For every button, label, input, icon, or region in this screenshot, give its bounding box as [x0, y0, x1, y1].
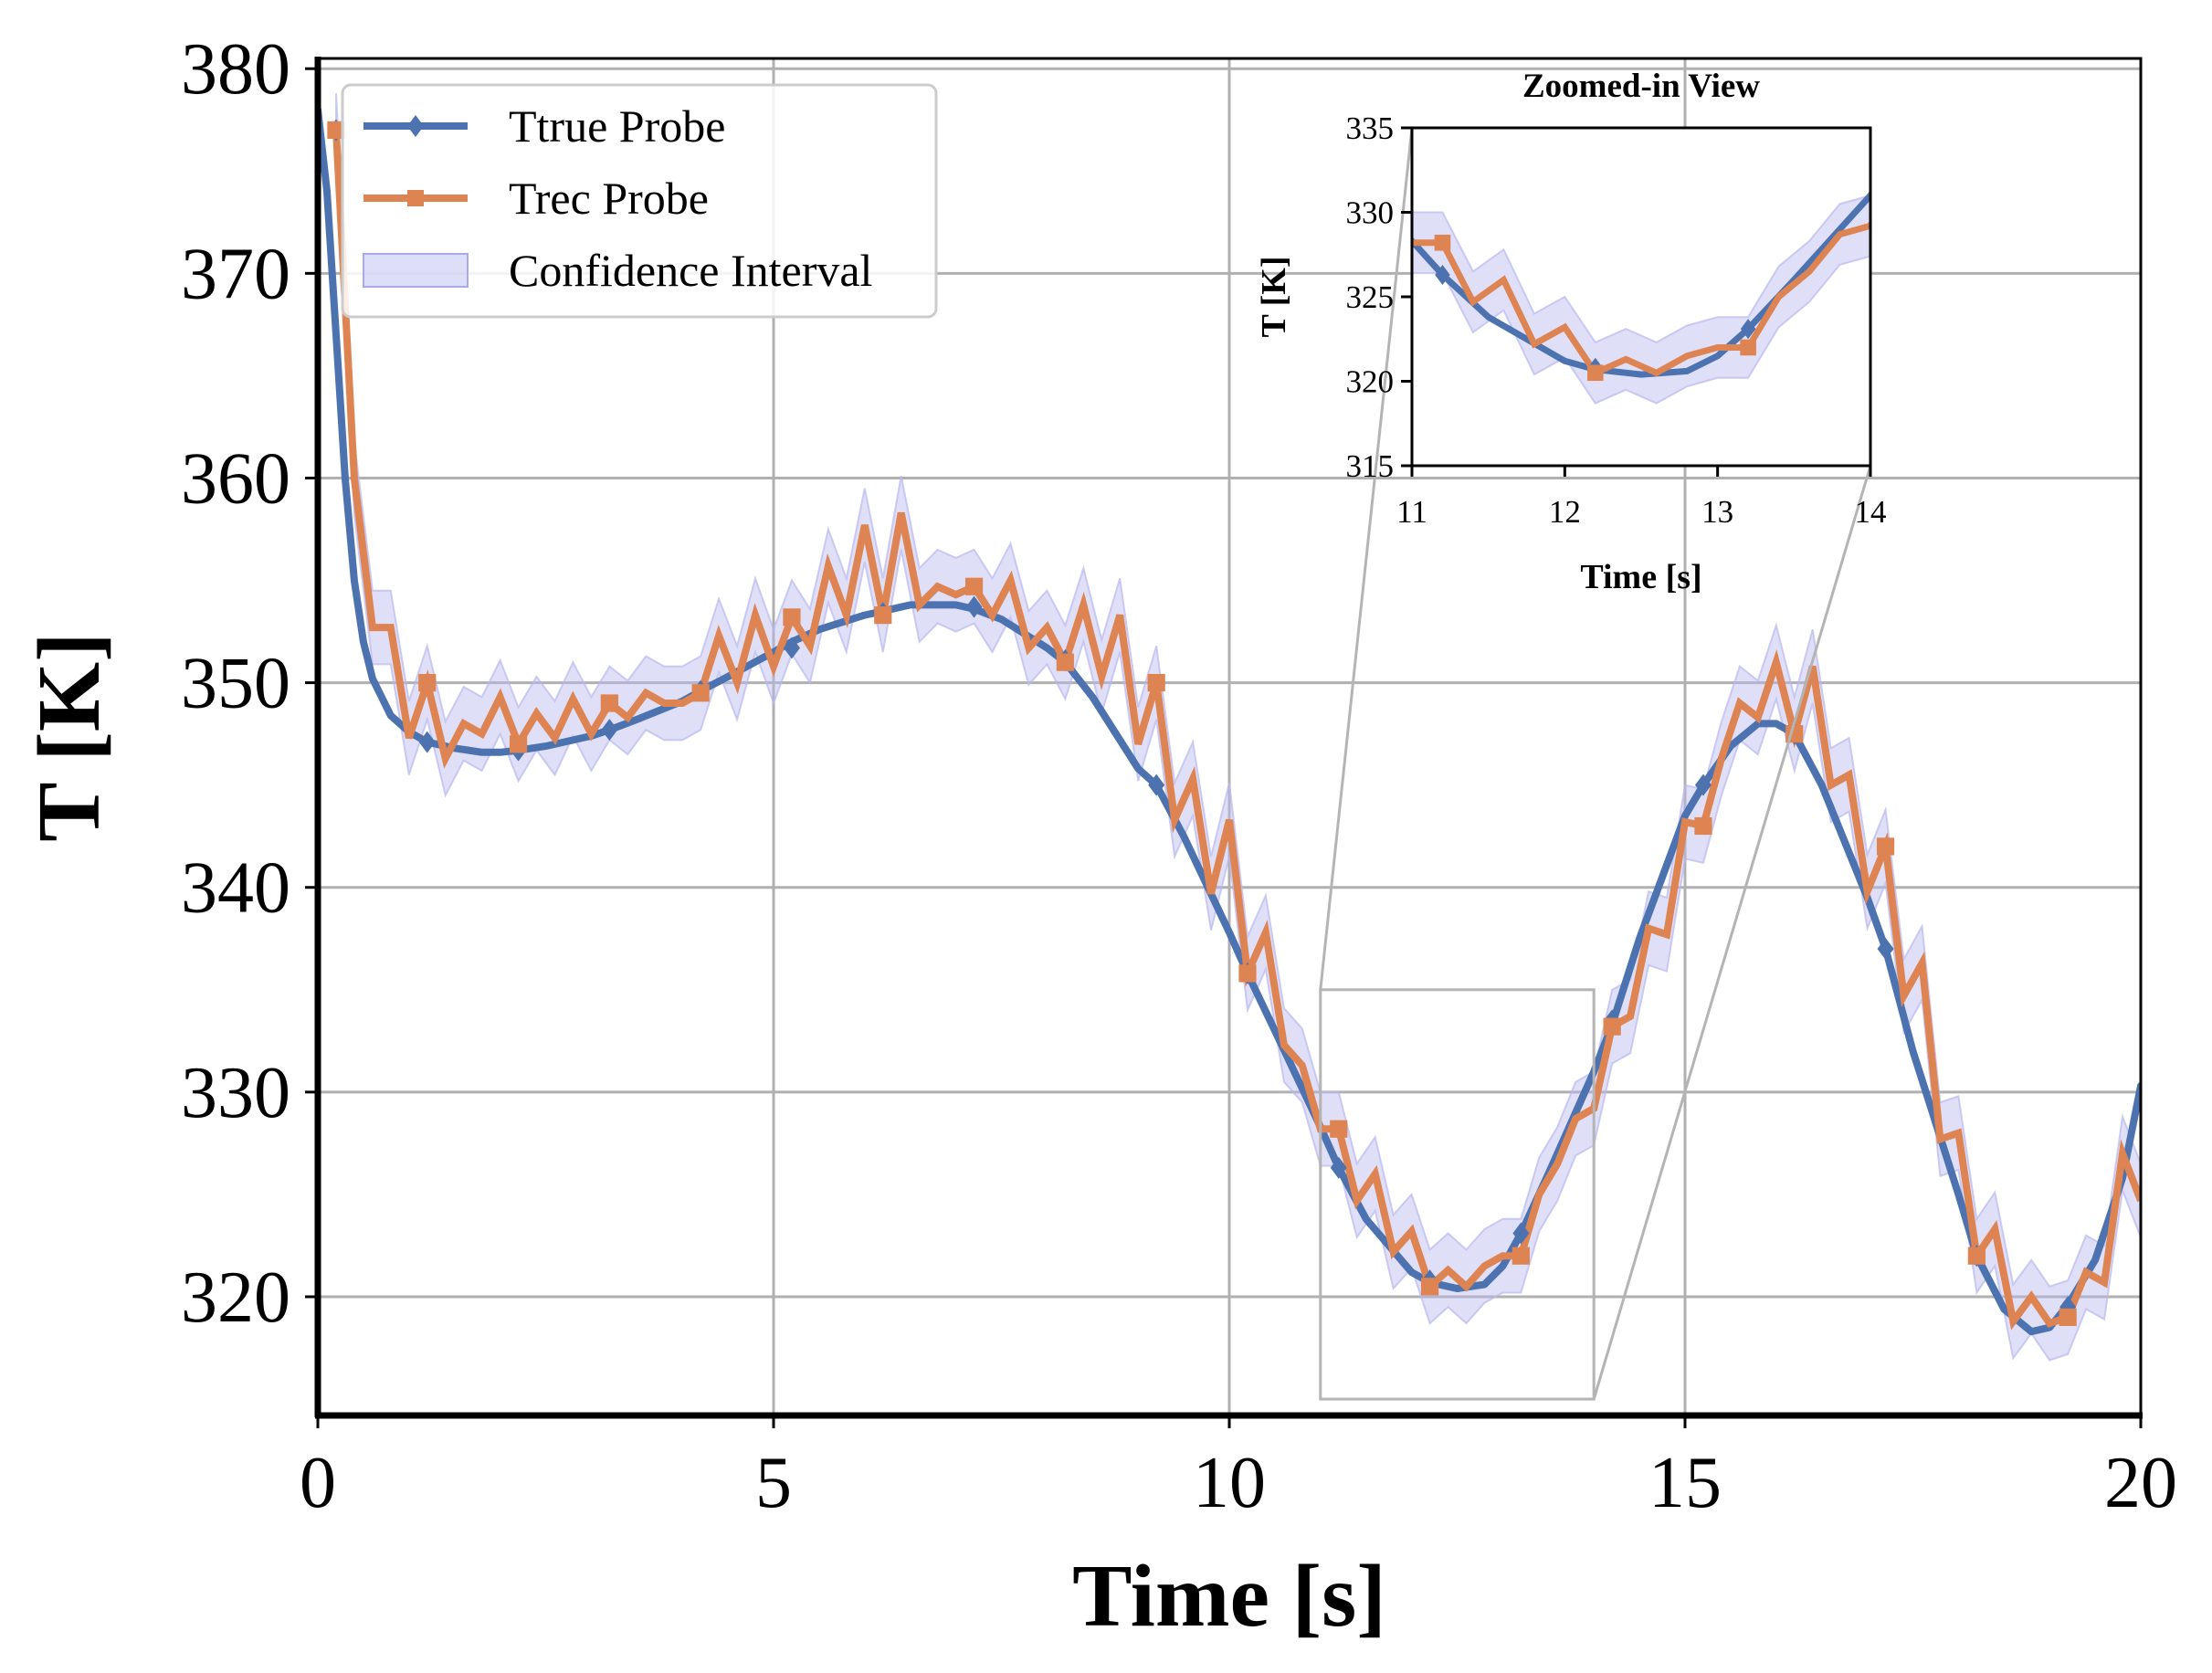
inset-marker-trec: [1281, 106, 1298, 122]
main-marker-trec: [964, 577, 984, 595]
legend-marker-square: [407, 190, 424, 206]
x-tick-label: 10: [1193, 1443, 1266, 1523]
main-marker-trec: [1147, 674, 1165, 692]
inset-marker-trec: [1740, 339, 1756, 356]
main-ticks: 0 5 10 15 20 320 330 340 350 360 370 380: [181, 29, 2177, 1523]
inset-y-tick-label: 320: [1346, 364, 1395, 400]
zoom-box: [1319, 988, 1596, 1401]
main-line-trec: [332, 130, 2141, 1331]
legend-marker-diamond: [407, 115, 424, 137]
main-marker-trec: [600, 694, 618, 712]
main-marker-trec: [1238, 964, 1257, 983]
main-marker-trec: [1603, 1017, 1621, 1036]
main-marker-trec: [1420, 1278, 1439, 1296]
inset-chart: 11 12 13 14 315 320 325 330 335 Zoomed-in View T…: [1255, 0, 2062, 596]
inset-title: Zoomed-in View: [1522, 68, 1760, 105]
y-tick-label: 350: [181, 644, 290, 724]
y-axis-title: T [K]: [20, 632, 119, 842]
main-marker-trec: [418, 674, 437, 692]
legend-patch-ci: [363, 253, 469, 288]
main-marker-ttrue: [418, 731, 436, 753]
inset-y-tick-label: 325: [1346, 279, 1395, 315]
legend-item-trec: Trec Probe: [363, 173, 709, 224]
inset-marker-ttrue: [1740, 319, 1756, 340]
inset-x-tick-label: 13: [1701, 494, 1733, 530]
main-marker-ttrue: [1330, 1156, 1347, 1179]
inset-y-axis-title: T [K]: [1255, 256, 1293, 337]
main-marker-trec: [1967, 1247, 1986, 1265]
main-series: [318, 106, 2141, 1336]
main-marker-ttrue: [1694, 773, 1712, 796]
inset-x-tick-label: 14: [1855, 494, 1887, 530]
main-marker-trec: [874, 606, 892, 625]
inset-marker-ttrue: [1893, 143, 1909, 163]
inset-line-trec: [1412, 217, 1870, 377]
inset-x-axis-title: Time [s]: [1580, 558, 1701, 596]
main-marker-ttrue: [601, 719, 618, 742]
main-marker-ttrue: [1512, 1222, 1530, 1245]
legend-box: [341, 83, 938, 319]
inset-marker-ttrue: [1282, 104, 1298, 124]
zoom-connector-right: [1592, 465, 1872, 1400]
main-marker-trec: [2059, 1308, 2077, 1327]
zoom-indicator: [1319, 127, 1872, 1401]
legend-item-ttrue: Ttrue Probe: [363, 100, 725, 152]
confidence-band: [335, 93, 2141, 1362]
inset-x-tick-label: 12: [1549, 494, 1581, 530]
x-tick-label: 0: [300, 1443, 336, 1523]
legend-item-ci: Confidence Interval: [363, 245, 872, 296]
inset-marker-trec: [2046, 0, 2062, 1]
inset-series: [1281, 0, 2062, 382]
inset-y-tick-label: 330: [1346, 195, 1395, 231]
inset-marker-trec: [1893, 151, 1910, 167]
main-marker-trec: [1876, 837, 1895, 856]
inset-x-tick-label: 11: [1396, 494, 1427, 530]
inset-background: [1412, 128, 1870, 466]
x-tick-label: 20: [2104, 1443, 2177, 1523]
main-marker-ttrue: [1148, 773, 1165, 796]
y-tick-label: 320: [181, 1257, 290, 1338]
y-tick-label: 330: [181, 1053, 290, 1133]
y-tick-label: 370: [181, 234, 290, 314]
main-marker-trec: [691, 684, 710, 702]
legend-label-ci: Confidence Interval: [509, 245, 872, 296]
x-axis-title: Time [s]: [1072, 1547, 1386, 1646]
main-marker-trec: [1056, 653, 1074, 671]
main-marker-trec: [1512, 1247, 1530, 1265]
inset-marker-trec: [1587, 364, 1604, 382]
inset-y-tick-label: 315: [1346, 448, 1395, 484]
inset-line-ttrue: [1412, 190, 1870, 378]
legend-label-trec: Trec Probe: [509, 173, 709, 224]
y-tick-label: 360: [181, 438, 290, 519]
inset-marker-trec: [1434, 235, 1451, 251]
inset-ticks: 11 12 13 14 315 320 325 330 335: [1346, 110, 1887, 530]
legend: Ttrue Probe Trec Probe Confidence Interv…: [341, 83, 938, 319]
inset-marker-ttrue: [1435, 264, 1450, 285]
main-line-ttrue: [318, 106, 2141, 1336]
main-marker-ttrue: [965, 595, 983, 618]
main-marker-trec: [1330, 1120, 1348, 1138]
inset-y-tick-label: 335: [1346, 110, 1395, 146]
main-marker-trec: [783, 608, 801, 626]
main-marker-trec: [509, 735, 528, 753]
main-marker-trec: [1694, 816, 1712, 836]
legend-label-ttrue: Ttrue Probe: [509, 100, 725, 152]
main-marker-ttrue: [783, 637, 800, 659]
x-tick-label: 5: [755, 1443, 792, 1523]
zoom-connector-left: [1319, 127, 1414, 990]
main-confidence-interval-area: [335, 93, 2141, 1362]
main-marker-trec: [327, 121, 345, 140]
x-tick-label: 15: [1648, 1443, 1722, 1523]
y-tick-label: 340: [181, 848, 290, 929]
main-marker-ttrue: [1877, 937, 1894, 960]
y-tick-label: 380: [181, 29, 290, 110]
